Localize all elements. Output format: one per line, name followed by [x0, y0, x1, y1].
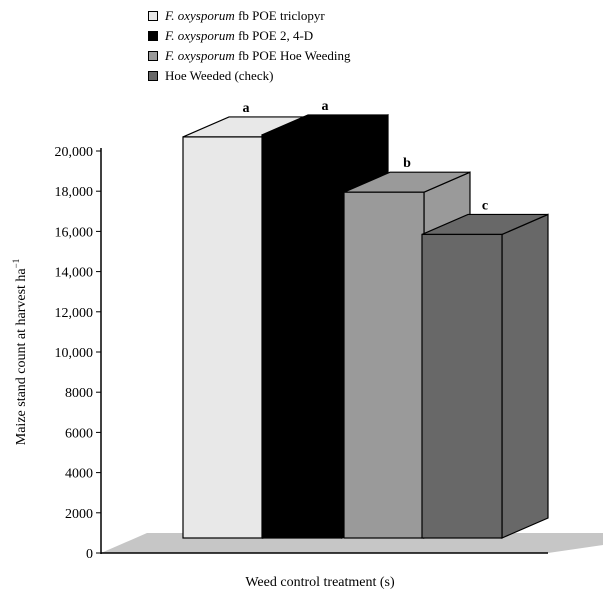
y-tick-label: 10,000 — [55, 346, 94, 361]
legend-label: F. oxysporum fb POE Hoe Weeding — [165, 48, 351, 63]
y-tick-label: 20,000 — [55, 145, 94, 160]
y-tick-label: 12,000 — [55, 306, 94, 321]
legend-label: F. oxysporum fb POE 2, 4-D — [165, 28, 314, 43]
bar-front — [182, 136, 264, 539]
bar-front — [261, 134, 343, 539]
legend-item: Hoe Weeded (check) — [148, 66, 351, 86]
bar-significance-label: c — [482, 198, 488, 213]
y-tick-label: 18,000 — [55, 185, 94, 200]
bar-significance-label: a — [322, 99, 329, 114]
y-tick-label: 16,000 — [55, 225, 94, 240]
legend-swatch — [148, 51, 158, 61]
legend-label: Hoe Weeded (check) — [165, 68, 274, 83]
y-tick-label: 4000 — [65, 467, 93, 482]
y-tick-label: 2000 — [65, 507, 93, 522]
legend-swatch — [148, 71, 158, 81]
y-tick-label: 6000 — [65, 426, 93, 441]
y-tick-label: 0 — [86, 547, 93, 562]
y-tick-label: 14,000 — [55, 266, 94, 281]
bar-significance-label: a — [243, 101, 250, 116]
x-axis-title: Weed control treatment (s) — [245, 575, 395, 590]
y-tick-label: 8000 — [65, 386, 93, 401]
bar — [421, 213, 549, 539]
bar-significance-label: b — [403, 156, 411, 171]
legend-label: F. oxysporum fb POE triclopyr — [165, 8, 325, 23]
legend-item: F. oxysporum fb POE 2, 4-D — [148, 26, 351, 46]
y-axis-title-superscript: −1 — [11, 259, 21, 269]
y-axis-title-text: Maize stand count at harvest ha — [14, 268, 29, 446]
y-axis-title: Maize stand count at harvest ha−1 — [11, 259, 29, 445]
bar-front — [343, 191, 425, 539]
legend-swatch — [148, 31, 158, 41]
legend: F. oxysporum fb POE triclopyr F. oxyspor… — [148, 6, 351, 86]
legend-swatch — [148, 11, 158, 21]
bar-side — [501, 213, 549, 539]
bar-front — [421, 233, 503, 539]
legend-item: F. oxysporum fb POE triclopyr — [148, 6, 351, 26]
legend-item: F. oxysporum fb POE Hoe Weeding — [148, 46, 351, 66]
